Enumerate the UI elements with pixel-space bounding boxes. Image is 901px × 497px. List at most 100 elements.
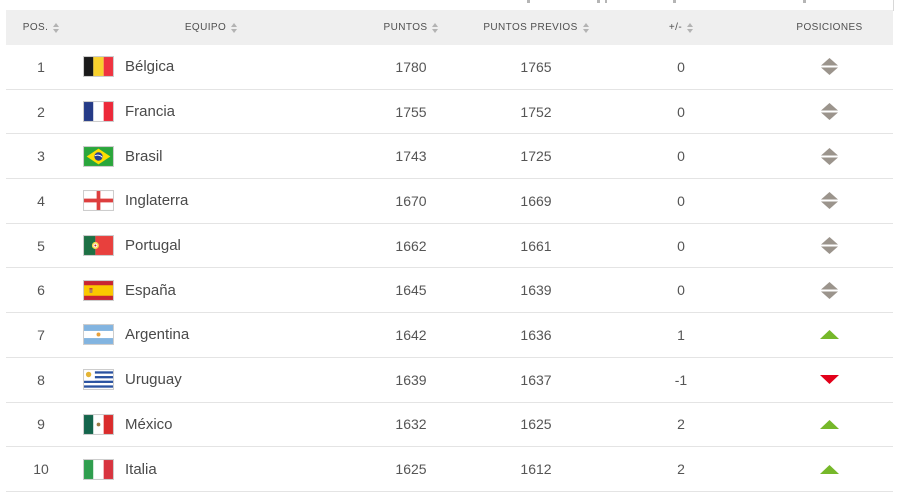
table-header-row: POS. EQUIPO PUNTOS PUNTOS PREVIOS +/- PO… bbox=[6, 10, 893, 45]
column-header-equipo[interactable]: EQUIPO bbox=[76, 22, 346, 33]
team-name[interactable]: Italia bbox=[125, 460, 157, 478]
team-name[interactable]: Inglaterra bbox=[125, 192, 189, 210]
belgium-flag bbox=[83, 56, 114, 78]
points-cell: 1645 bbox=[395, 282, 427, 299]
team-row[interactable]: 8 Uruguay 1639 1637 -1 bbox=[6, 357, 893, 403]
delta-cell: 1 bbox=[677, 326, 685, 343]
position-cell: 4 bbox=[37, 192, 45, 209]
previous-points-cell: 1636 bbox=[520, 326, 552, 343]
column-header-posiciones: POSICIONES bbox=[766, 22, 893, 33]
spain-flag bbox=[83, 279, 114, 301]
team-name[interactable]: Bélgica bbox=[125, 58, 175, 76]
points-cell: 1743 bbox=[395, 148, 427, 165]
column-header-equipo-label: EQUIPO bbox=[184, 22, 227, 33]
team-name[interactable]: España bbox=[125, 281, 176, 299]
column-header-puntos-previos-label: PUNTOS PREVIOS bbox=[483, 22, 578, 33]
position-up-icon bbox=[820, 464, 839, 474]
delta-cell: 0 bbox=[677, 58, 685, 75]
team-name[interactable]: Francia bbox=[125, 103, 176, 121]
column-header-puntos-label: PUNTOS bbox=[383, 22, 428, 33]
position-cell: 8 bbox=[37, 371, 45, 388]
position-cell: 2 bbox=[37, 103, 45, 120]
column-header-pos[interactable]: POS. bbox=[6, 22, 76, 33]
column-header-delta-label: +/- bbox=[668, 22, 683, 33]
previous-points-cell: 1639 bbox=[520, 282, 552, 299]
team-name[interactable]: México bbox=[125, 415, 173, 433]
team-name[interactable]: Portugal bbox=[125, 237, 181, 255]
points-cell: 1780 bbox=[395, 58, 427, 75]
previous-points-cell: 1637 bbox=[520, 371, 552, 388]
column-header-puntos-previos[interactable]: PUNTOS PREVIOS bbox=[476, 22, 596, 33]
delta-cell: 2 bbox=[677, 461, 685, 478]
column-header-puntos[interactable]: PUNTOS bbox=[346, 22, 476, 33]
fifa-ranking-table: POS. EQUIPO PUNTOS PUNTOS PREVIOS +/- PO… bbox=[6, 10, 893, 492]
position-unchanged-icon bbox=[821, 147, 838, 165]
position-cell: 9 bbox=[37, 416, 45, 433]
england-flag bbox=[83, 190, 114, 212]
position-cell: 1 bbox=[37, 58, 45, 75]
team-row[interactable]: 1 Bélgica 1780 1765 0 bbox=[6, 45, 893, 90]
team-row[interactable]: 10 Italia 1625 1612 2 bbox=[6, 447, 893, 492]
position-unchanged-icon bbox=[821, 103, 838, 121]
mexico-flag bbox=[83, 413, 114, 435]
delta-cell: 0 bbox=[677, 192, 685, 209]
italy-flag bbox=[83, 458, 114, 480]
team-row[interactable]: 6 España 1645 1639 0 bbox=[6, 268, 893, 314]
column-header-pos-label: POS. bbox=[22, 22, 49, 33]
delta-cell: 2 bbox=[677, 416, 685, 433]
brazil-flag bbox=[83, 145, 114, 167]
previous-points-cell: 1612 bbox=[520, 461, 552, 478]
delta-cell: -1 bbox=[674, 371, 688, 388]
france-flag bbox=[83, 101, 114, 123]
portugal-flag bbox=[83, 235, 114, 257]
sort-arrows-icon[interactable] bbox=[687, 22, 694, 33]
position-unchanged-icon bbox=[821, 237, 838, 255]
sort-arrows-icon[interactable] bbox=[432, 22, 439, 33]
points-cell: 1625 bbox=[395, 461, 427, 478]
column-header-posiciones-label: POSICIONES bbox=[796, 22, 863, 33]
position-cell: 7 bbox=[37, 326, 45, 343]
position-cell: 5 bbox=[37, 237, 45, 254]
delta-cell: 0 bbox=[677, 148, 685, 165]
delta-cell: 0 bbox=[677, 237, 685, 254]
sort-arrows-icon[interactable] bbox=[582, 22, 589, 33]
points-cell: 1670 bbox=[395, 192, 427, 209]
team-name[interactable]: Brasil bbox=[125, 147, 163, 165]
sort-arrows-icon[interactable] bbox=[53, 22, 60, 33]
previous-points-cell: 1661 bbox=[520, 237, 552, 254]
points-cell: 1662 bbox=[395, 237, 427, 254]
position-unchanged-icon bbox=[821, 281, 838, 299]
points-cell: 1755 bbox=[395, 103, 427, 120]
position-down-icon bbox=[820, 375, 839, 385]
team-row[interactable]: 7 Argentina 1642 1636 1 bbox=[6, 313, 893, 358]
delta-cell: 0 bbox=[677, 282, 685, 299]
team-name[interactable]: Uruguay bbox=[125, 371, 182, 389]
argentina-flag bbox=[83, 324, 114, 346]
points-cell: 1632 bbox=[395, 416, 427, 433]
team-row[interactable]: 9 México 1632 1625 2 bbox=[6, 402, 893, 448]
sort-arrows-icon[interactable] bbox=[231, 22, 238, 33]
position-up-icon bbox=[820, 419, 839, 429]
position-cell: 3 bbox=[37, 148, 45, 165]
team-row[interactable]: 3 Brasil 1743 1725 0 bbox=[6, 134, 893, 180]
previous-points-cell: 1725 bbox=[520, 148, 552, 165]
points-cell: 1639 bbox=[395, 371, 427, 388]
team-row[interactable]: 5 Portugal 1662 1661 0 bbox=[6, 223, 893, 269]
table-body: 1 Bélgica 1780 1765 0 2 Francia 1755 175… bbox=[6, 45, 893, 492]
points-cell: 1642 bbox=[395, 326, 427, 343]
position-unchanged-icon bbox=[821, 192, 838, 210]
previous-points-cell: 1752 bbox=[520, 103, 552, 120]
team-name[interactable]: Argentina bbox=[125, 326, 190, 344]
delta-cell: 0 bbox=[677, 103, 685, 120]
position-up-icon bbox=[820, 330, 839, 340]
column-header-delta[interactable]: +/- bbox=[596, 22, 766, 33]
position-cell: 10 bbox=[33, 461, 49, 478]
team-row[interactable]: 4 Inglaterra 1670 1669 0 bbox=[6, 179, 893, 224]
team-row[interactable]: 2 Francia 1755 1752 0 bbox=[6, 89, 893, 135]
uruguay-flag bbox=[83, 369, 114, 391]
previous-points-cell: 1669 bbox=[520, 192, 552, 209]
position-cell: 6 bbox=[37, 282, 45, 299]
previous-points-cell: 1625 bbox=[520, 416, 552, 433]
previous-points-cell: 1765 bbox=[520, 58, 552, 75]
position-unchanged-icon bbox=[821, 58, 838, 76]
